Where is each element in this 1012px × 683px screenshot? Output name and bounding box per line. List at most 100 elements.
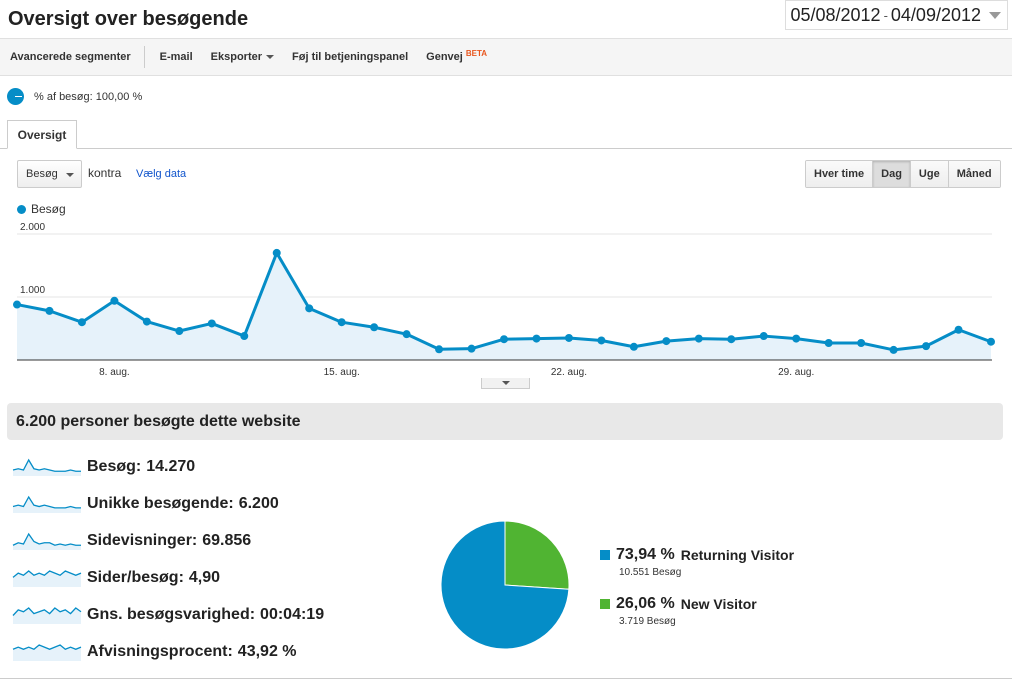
- advanced-segments-button[interactable]: Avancerede segmenter: [10, 51, 131, 63]
- data-point[interactable]: [629, 342, 638, 351]
- data-point[interactable]: [824, 338, 833, 347]
- data-point[interactable]: [532, 334, 541, 343]
- visits-line-chart: 1.000 2.000 8. aug. 15. aug. 22. aug. 29. aug…: [13, 222, 995, 378]
- legend-name: Returning Visitor: [680, 547, 795, 563]
- chevron-down-icon: [989, 11, 1001, 19]
- data-point[interactable]: [792, 334, 801, 343]
- date-start: 05/08/2012: [790, 4, 881, 25]
- metric-row[interactable]: Sider/besøg: 4,90: [12, 563, 372, 593]
- data-point[interactable]: [370, 323, 379, 332]
- metric-value: 6.200: [238, 495, 279, 512]
- data-point[interactable]: [467, 344, 476, 353]
- period-hourly-button[interactable]: Hver time: [806, 161, 873, 187]
- metric-row[interactable]: Besøg: 14.270: [12, 452, 372, 482]
- data-point[interactable]: [337, 318, 346, 327]
- sparkline-area: [13, 534, 81, 550]
- metric-text: Afvisningsprocent: 43,92 %: [87, 643, 297, 661]
- legend-visits: 10.551 Besøg: [619, 567, 682, 578]
- sparkline-line: [12, 458, 81, 472]
- y-tick-label: 2.000: [20, 222, 45, 233]
- metric-row[interactable]: Gns. besøgsvarighed: 00:04:19: [12, 600, 372, 630]
- data-point[interactable]: [305, 304, 314, 313]
- data-point[interactable]: [759, 332, 768, 341]
- data-point[interactable]: [77, 318, 86, 327]
- versus-label: kontra: [88, 166, 122, 180]
- data-point[interactable]: [727, 335, 736, 344]
- metric-value: 69.856: [202, 532, 252, 549]
- add-to-dashboard-button[interactable]: Føj til betjeningspanel: [292, 51, 409, 63]
- data-point[interactable]: [402, 330, 411, 339]
- x-tick-label: 29. aug.: [778, 367, 814, 378]
- chart-legend: Besøg: [17, 202, 66, 216]
- chevron-down-icon: [66, 173, 74, 177]
- metric-text: Unikke besøgende: 6.200: [87, 495, 279, 513]
- data-point[interactable]: [500, 335, 508, 344]
- metric-text: Sidevisninger: 69.856: [87, 532, 251, 550]
- metric-row[interactable]: Afvisningsprocent: 43,92 %: [12, 637, 372, 667]
- data-point[interactable]: [435, 345, 444, 354]
- metric-value: 14.270: [146, 458, 196, 475]
- summary-bar: 6.200 personer besøgte dette website: [7, 403, 1003, 440]
- legend-name: New Visitor: [680, 596, 757, 612]
- pie-slice[interactable]: [440, 520, 570, 650]
- tab-overview[interactable]: Oversigt: [7, 120, 77, 149]
- date-separator: -: [883, 7, 888, 23]
- sparkline: [12, 570, 82, 587]
- page-title: Oversigt over besøgende: [8, 8, 249, 30]
- email-button[interactable]: E-mail: [159, 51, 193, 63]
- data-point[interactable]: [857, 338, 866, 347]
- metric-text: Gns. besøgsvarighed: 00:04:19: [87, 606, 324, 624]
- data-point[interactable]: [45, 306, 54, 315]
- data-point[interactable]: [13, 300, 21, 309]
- metric-row[interactable]: Sidevisninger: 69.856: [12, 526, 372, 556]
- data-point[interactable]: [564, 333, 573, 342]
- date-end: 04/09/2012: [890, 4, 981, 25]
- header: Oversigt over besøgende 05/08/2012 - 04/…: [0, 0, 1012, 38]
- x-tick-label: 8. aug.: [99, 367, 130, 378]
- sparkline-area: [13, 608, 81, 624]
- period-selector: Hver time Dag Uge Måned: [805, 160, 1001, 188]
- visitor-type-pie-chart: [440, 520, 570, 650]
- data-point[interactable]: [694, 334, 703, 343]
- data-point[interactable]: [987, 337, 995, 346]
- legend-visits: 3.719 Besøg: [619, 616, 676, 627]
- data-point[interactable]: [272, 248, 281, 257]
- period-day-button[interactable]: Dag: [872, 161, 910, 187]
- data-point[interactable]: [240, 332, 249, 341]
- sparkline: [12, 644, 82, 661]
- metric-row[interactable]: Unikke besøgende: 6.200: [12, 489, 372, 519]
- metric-dropdown[interactable]: Besøg: [17, 160, 82, 188]
- sparkline: [12, 607, 82, 624]
- period-month-button[interactable]: Måned: [947, 161, 1000, 187]
- data-point[interactable]: [175, 327, 184, 336]
- shortcut-button[interactable]: Genvej BETA: [426, 48, 488, 64]
- chart-collapse-handle[interactable]: [481, 378, 530, 389]
- data-point[interactable]: [922, 342, 931, 351]
- legend-item[interactable]: 26,06 % New Visitor 3.719 Besøg: [600, 595, 900, 627]
- data-point[interactable]: [662, 337, 671, 346]
- sparkline: [12, 458, 81, 476]
- data-point[interactable]: [207, 319, 216, 328]
- pie-chart-icon: [7, 88, 24, 105]
- pie-slice[interactable]: [504, 520, 570, 590]
- sparkline-area: [13, 497, 81, 513]
- data-point[interactable]: [889, 345, 898, 354]
- legend-swatch: [600, 550, 610, 560]
- sparkline-line: [12, 495, 81, 509]
- date-range-picker[interactable]: 05/08/2012 - 04/09/2012: [785, 0, 1008, 30]
- export-button[interactable]: Eksporter: [202, 51, 283, 63]
- select-data-link[interactable]: Vælg data: [136, 168, 187, 180]
- bottom-divider: [0, 678, 1012, 679]
- segment-indicator: % af besøg: 100,00 %: [7, 88, 142, 105]
- data-point[interactable]: [142, 317, 151, 326]
- data-point[interactable]: [954, 325, 963, 334]
- sparkline-area: [13, 571, 81, 587]
- legend-percent: 26,06 %: [616, 595, 675, 612]
- data-point[interactable]: [597, 336, 606, 345]
- sparkline: [12, 495, 81, 513]
- legend-item[interactable]: 73,94 % Returning Visitor 10.551 Besøg: [600, 546, 900, 578]
- metric-text: Besøg: 14.270: [87, 458, 195, 476]
- legend-swatch: [17, 204, 26, 214]
- data-point[interactable]: [110, 296, 119, 305]
- period-week-button[interactable]: Uge: [909, 161, 948, 187]
